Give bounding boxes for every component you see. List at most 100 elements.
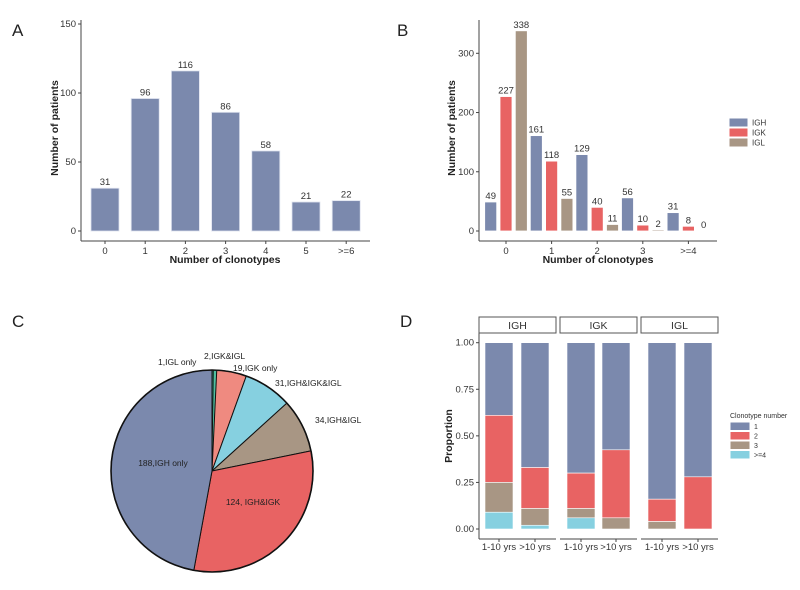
panel-label-d: D bbox=[400, 312, 412, 331]
legend-swatch bbox=[729, 450, 751, 460]
y-tick-label: 50 bbox=[65, 157, 76, 168]
x-tick-label: 1 bbox=[549, 246, 554, 257]
stacked-segment-IGL-2 bbox=[683, 476, 713, 530]
pie-slice-label: 34,IGH&IGL bbox=[315, 415, 362, 425]
legend-swatch bbox=[729, 440, 751, 450]
bar-value-label: 86 bbox=[220, 101, 231, 112]
bar-2 bbox=[170, 70, 200, 232]
y-tick-label: 0 bbox=[469, 226, 474, 237]
bar-value-label: 10 bbox=[638, 214, 649, 225]
bar-IGL-2 bbox=[606, 224, 619, 232]
y-axis-title: Number of patients bbox=[49, 80, 61, 176]
x-tick-label: 3 bbox=[223, 246, 228, 257]
bar-value-label: 40 bbox=[592, 196, 603, 207]
pie-slice-label: 19,IGK only bbox=[233, 363, 278, 373]
x-tick-label: 1-10 yrs bbox=[564, 542, 599, 553]
stacked-segment-IGK-1 bbox=[566, 342, 596, 474]
facet-strip-IGL bbox=[640, 316, 719, 334]
bar-IGK-0 bbox=[499, 96, 513, 232]
pie-slice-label: 2,IGK&IGL bbox=[204, 351, 245, 361]
bar->=6 bbox=[331, 200, 361, 232]
legend-swatch bbox=[729, 431, 751, 441]
bar-IGL-3 bbox=[651, 229, 665, 232]
y-tick-label: 200 bbox=[458, 108, 474, 119]
bar-value-label: 116 bbox=[178, 60, 193, 71]
bar-3 bbox=[211, 111, 241, 232]
stacked-segment-IGH-2 bbox=[520, 467, 550, 509]
stacked-segment-IGH-1 bbox=[520, 342, 550, 468]
x-tick-label: >=6 bbox=[338, 246, 354, 257]
bar-value-label: 49 bbox=[485, 191, 496, 202]
pie-outline bbox=[110, 369, 314, 573]
panel-label-b: B bbox=[397, 21, 408, 40]
pie-slice bbox=[110, 369, 213, 571]
stacked-segment-IGK-3 bbox=[601, 517, 631, 530]
x-tick-label: 5 bbox=[303, 246, 308, 257]
pie-slice-label: 1,IGL only bbox=[158, 357, 197, 367]
bar-value-label: 21 bbox=[301, 191, 312, 202]
bar-value-label: 129 bbox=[574, 144, 590, 155]
bar-IGH-1 bbox=[529, 135, 543, 232]
facet-strip-IGK bbox=[559, 316, 638, 334]
bar-value-label: 31 bbox=[100, 177, 111, 188]
stacked-segment-IGK-2 bbox=[601, 449, 631, 519]
bar-value-label: 11 bbox=[608, 213, 618, 224]
stacked-segment-IGL-1 bbox=[683, 342, 713, 478]
x-tick-label: 3 bbox=[640, 246, 645, 257]
stacked-segment-IGH-3 bbox=[484, 482, 514, 513]
bar-4 bbox=[251, 150, 281, 232]
stacked-segment-IGH-3 bbox=[520, 508, 550, 526]
y-tick-label: 0.75 bbox=[456, 384, 475, 395]
facet-label: IGK bbox=[589, 320, 607, 332]
x-tick-label: 1 bbox=[143, 246, 148, 257]
y-tick-label: 0.00 bbox=[456, 524, 475, 535]
stacked-segment-IGH-2 bbox=[484, 415, 514, 483]
stacked-segment-IGH->=4 bbox=[520, 524, 550, 530]
y-tick-label: 1.00 bbox=[456, 338, 475, 349]
y-tick-label: 300 bbox=[458, 48, 474, 59]
bar-1 bbox=[130, 98, 160, 232]
panel-label-a: A bbox=[12, 21, 24, 40]
y-axis-title: Proportion bbox=[443, 409, 455, 463]
bar-value-label: 96 bbox=[140, 88, 151, 99]
pie-slice-label: 124, IGH&IGK bbox=[226, 497, 281, 507]
bar-IGK-3 bbox=[636, 224, 650, 232]
stacked-segment-IGK-1 bbox=[601, 342, 631, 451]
legend-swatch-IGL bbox=[728, 137, 749, 148]
stacked-segment-IGL-3 bbox=[647, 521, 677, 530]
bar-value-label: 118 bbox=[544, 150, 559, 161]
y-tick-label: 0.25 bbox=[456, 477, 475, 488]
bar-value-label: 55 bbox=[562, 187, 573, 198]
bar-value-label: 8 bbox=[686, 215, 691, 226]
pie-slice-label: 188,IGH only bbox=[138, 458, 188, 468]
bar-IGH->=4 bbox=[666, 212, 680, 232]
stacked-segment-IGH-1 bbox=[484, 342, 514, 416]
facet-label: IGH bbox=[508, 320, 527, 332]
legend-swatch-IGK bbox=[728, 127, 749, 138]
bar-value-label: 227 bbox=[498, 86, 514, 97]
bar-IGL-1 bbox=[560, 198, 574, 232]
bar-value-label: 22 bbox=[341, 190, 352, 201]
x-tick-label: >10 yrs bbox=[600, 542, 632, 553]
y-axis-title: Number of patients bbox=[446, 80, 458, 176]
bar-value-label: 161 bbox=[528, 125, 544, 136]
y-tick-label: 100 bbox=[60, 88, 76, 99]
bar-value-label: 2 bbox=[655, 219, 660, 230]
stacked-segment-IGK-2 bbox=[566, 472, 596, 509]
bar-5 bbox=[291, 201, 321, 232]
facet-label: IGL bbox=[671, 320, 688, 332]
y-tick-label: 100 bbox=[458, 167, 474, 178]
bar-IGH-2 bbox=[575, 154, 589, 232]
legend-label: IGK bbox=[752, 129, 766, 138]
legend-swatch-IGH bbox=[728, 117, 749, 128]
legend-label: >=4 bbox=[754, 453, 766, 460]
panel-b-grouped-bar-chart: 0100200300492273380161118551129401125610… bbox=[446, 20, 766, 266]
legend-label: 2 bbox=[754, 434, 758, 441]
panel-label-c: C bbox=[12, 312, 24, 331]
legend-label: 1 bbox=[754, 424, 758, 431]
bar-0 bbox=[90, 187, 120, 232]
legend-swatch bbox=[729, 421, 751, 431]
x-tick-label: >10 yrs bbox=[682, 542, 714, 553]
stacked-segment-IGL-2 bbox=[647, 498, 677, 522]
